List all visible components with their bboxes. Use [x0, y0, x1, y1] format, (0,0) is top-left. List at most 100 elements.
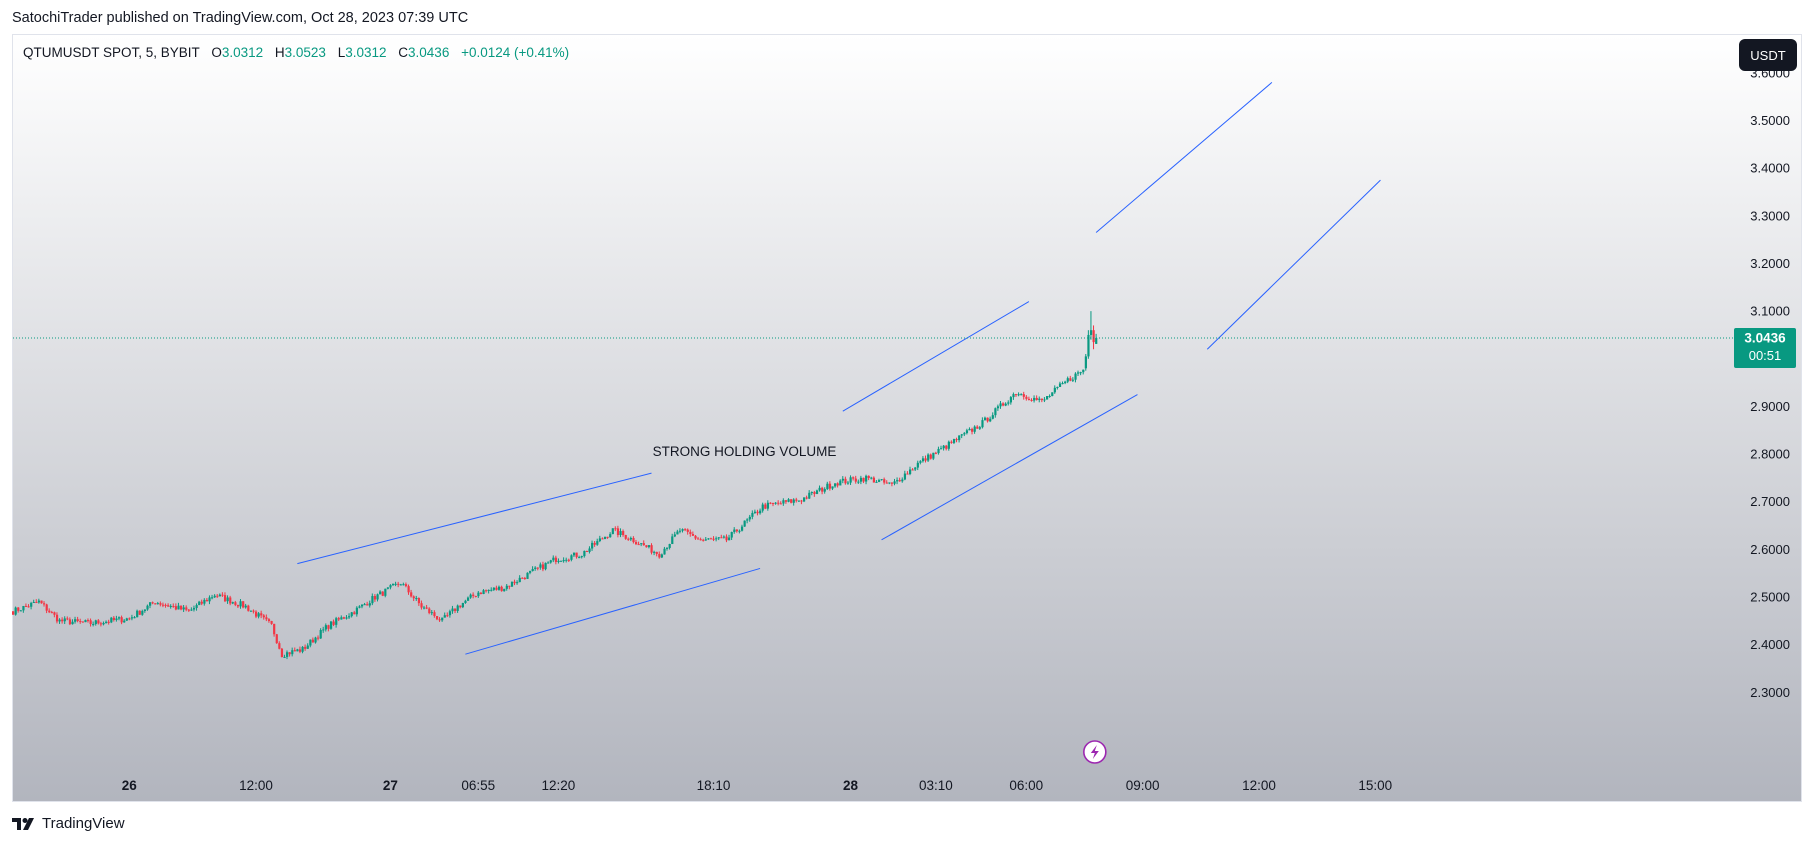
candle-body [529, 571, 532, 573]
candle-body [1009, 397, 1013, 403]
candle [136, 609, 139, 618]
candle [446, 612, 449, 618]
candle-body [919, 461, 922, 463]
candle-body [797, 500, 801, 502]
candle [58, 618, 61, 624]
candle-body [125, 618, 128, 621]
candle [420, 600, 423, 610]
candle [1012, 392, 1015, 400]
candle [223, 592, 227, 603]
candle [195, 603, 198, 611]
candle [180, 605, 183, 611]
currency-button[interactable]: USDT [1739, 39, 1797, 71]
candle-body [743, 520, 746, 527]
candle-body [950, 441, 953, 443]
candle [989, 416, 992, 423]
candle [200, 599, 203, 606]
candle [404, 582, 408, 588]
candle-body [105, 621, 108, 623]
candle-body [451, 608, 454, 612]
candle [358, 605, 361, 609]
candle [198, 600, 201, 606]
candle [513, 579, 516, 586]
candle-body [1030, 399, 1033, 401]
candle-body [720, 537, 723, 539]
candle-body [836, 483, 839, 486]
candle [182, 604, 185, 612]
candle-body [345, 617, 348, 619]
candle-body [1071, 379, 1075, 381]
candle [190, 607, 193, 611]
candle-body [846, 482, 850, 484]
candle-body [286, 652, 289, 657]
candle-body [906, 473, 909, 475]
candle-body [697, 538, 700, 540]
open-value: 3.0312 [221, 45, 264, 60]
candle [968, 427, 971, 431]
tradingview-brand[interactable]: TradingView [12, 815, 125, 832]
candle-body [666, 547, 669, 549]
candle [645, 545, 648, 548]
candle [619, 528, 622, 538]
candle [611, 528, 614, 535]
candle-body [965, 430, 969, 434]
candle-body [1040, 398, 1044, 401]
price-chart[interactable]: STRONG HOLDING VOLUME 3.60003.50003.4000… [12, 34, 1802, 802]
candle [875, 479, 878, 483]
candle-body [766, 502, 770, 509]
candle [89, 618, 92, 627]
candle [510, 581, 514, 587]
candle-body [128, 618, 131, 620]
candle [986, 417, 989, 423]
candle [495, 585, 498, 591]
candle-body [208, 597, 211, 602]
candle [332, 619, 335, 627]
candle [580, 555, 583, 559]
candle [826, 481, 829, 491]
candle [575, 552, 578, 559]
candle [609, 532, 612, 538]
candle [115, 615, 118, 622]
candle-body [1033, 397, 1036, 401]
candle-body [937, 448, 940, 454]
candle-body [415, 598, 418, 600]
candle [991, 412, 994, 420]
candle-body [17, 607, 20, 611]
candle-body [792, 499, 795, 503]
candle [911, 468, 914, 471]
candle [1061, 381, 1064, 385]
candle-body [389, 585, 392, 588]
candle-body [508, 585, 511, 587]
candle [691, 531, 695, 536]
candle-body [947, 441, 950, 449]
candle [260, 610, 263, 619]
candle-body [81, 621, 84, 623]
candle-body [867, 475, 870, 479]
candle [650, 543, 653, 555]
candle [278, 641, 281, 650]
candle-body [924, 458, 927, 461]
candle-body [376, 594, 379, 600]
candle-body [324, 625, 327, 630]
candle [317, 635, 320, 641]
candle-body [200, 601, 203, 604]
candle [156, 601, 159, 605]
candle [588, 546, 591, 554]
candle-body [686, 529, 689, 532]
candle-body [275, 634, 278, 644]
candle [813, 490, 816, 497]
candle-body [813, 492, 816, 495]
change-value: +0.0124 (+0.41%) [461, 45, 570, 60]
candle-body [120, 617, 123, 623]
candle-body [753, 511, 757, 513]
candle-body [536, 567, 539, 569]
candle-body [43, 603, 46, 605]
candle-body [247, 605, 250, 611]
candle [526, 572, 529, 579]
candle [275, 633, 278, 644]
candle-body [485, 590, 488, 592]
candle [456, 604, 459, 613]
candle-body [40, 600, 43, 604]
candle-body [968, 428, 971, 431]
candle-body [296, 649, 299, 652]
